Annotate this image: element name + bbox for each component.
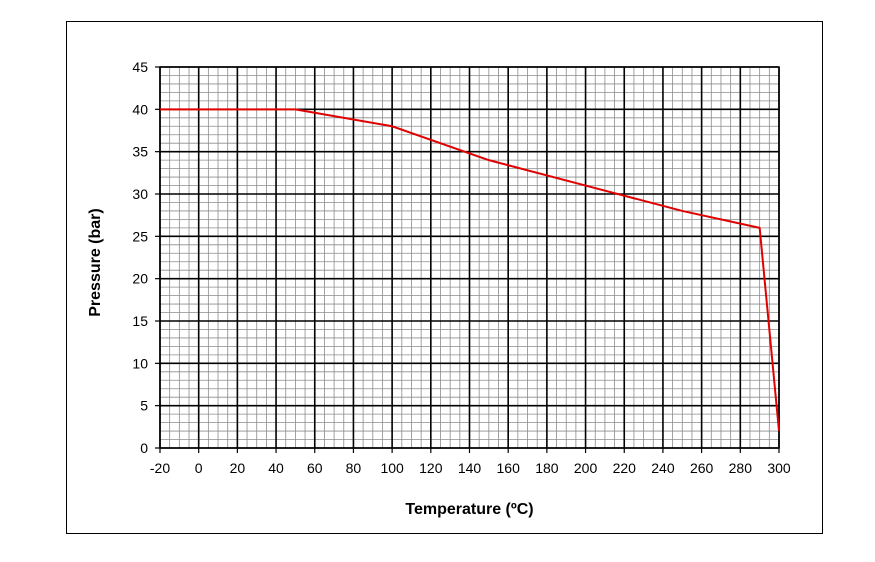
x-tick-label: 100: [380, 460, 404, 476]
y-tick-label: 40: [132, 101, 148, 117]
x-tick-label: 200: [574, 460, 598, 476]
y-tick-label: 10: [132, 355, 148, 371]
x-tick-label: -20: [150, 460, 170, 476]
x-tick-label: 60: [307, 460, 323, 476]
x-tick-label: 160: [497, 460, 521, 476]
x-tick-label: 240: [651, 460, 675, 476]
y-tick-label: 20: [132, 271, 148, 287]
y-tick-label: 0: [140, 440, 148, 456]
y-tick-label: 30: [132, 186, 148, 202]
y-tick-label: 35: [132, 144, 148, 160]
x-tick-label: 180: [535, 460, 559, 476]
x-tick-label: 0: [195, 460, 203, 476]
series-group: [160, 108, 780, 432]
x-tick-labels: -20 0 20 40 60 80 100 120 140 160 180 200 220 240 260 2…: [150, 460, 791, 476]
y-tick-label: 5: [140, 398, 148, 414]
chart-frame: [66, 21, 823, 534]
tick-marks: [155, 66, 780, 453]
y-tick-label: 15: [132, 313, 148, 329]
x-tick-label: 280: [729, 460, 753, 476]
y-tick-label: 25: [132, 228, 148, 244]
x-tick-label: 220: [613, 460, 637, 476]
y-axis-title: Pressure (bar): [87, 208, 104, 317]
x-tick-label: 40: [268, 460, 284, 476]
x-axis-title: Temperature (ºC): [405, 501, 533, 518]
y-tick-label: 45: [132, 59, 148, 75]
minor-gridlines: [160, 67, 779, 448]
x-tick-label: 260: [690, 460, 714, 476]
series-line: [160, 108, 780, 432]
x-tick-label: 300: [767, 460, 791, 476]
x-tick-label: 80: [346, 460, 362, 476]
y-tick-labels: 0 5 10 15 20 25 30 35 40 45: [132, 59, 148, 456]
x-tick-label: 120: [419, 460, 443, 476]
major-gridlines: [159, 66, 780, 449]
x-tick-label: 140: [458, 460, 482, 476]
x-tick-label: 20: [230, 460, 246, 476]
